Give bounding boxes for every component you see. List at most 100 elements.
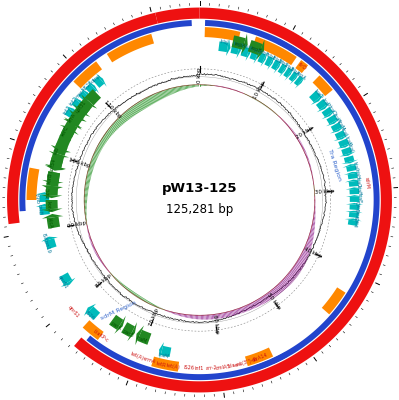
Polygon shape — [288, 71, 298, 82]
Polygon shape — [87, 306, 100, 320]
Text: trbC: trbC — [278, 59, 289, 69]
Polygon shape — [60, 125, 79, 135]
Text: ant(3'')-Ia: ant(3'')-Ia — [234, 356, 259, 368]
Text: trbG: trbG — [249, 46, 262, 55]
Text: int1: int1 — [63, 105, 72, 116]
Polygon shape — [80, 88, 93, 100]
Polygon shape — [345, 218, 362, 221]
Text: traF: traF — [356, 185, 362, 195]
Text: traM: traM — [136, 335, 148, 344]
Text: ssb: ssb — [53, 146, 60, 155]
Text: tetR: tetR — [156, 361, 167, 368]
Polygon shape — [41, 195, 62, 198]
Polygon shape — [41, 237, 58, 242]
Polygon shape — [205, 27, 241, 42]
Text: traG: traG — [355, 176, 361, 188]
Polygon shape — [331, 122, 342, 132]
Polygon shape — [342, 164, 359, 168]
Polygon shape — [257, 52, 266, 63]
Polygon shape — [121, 322, 135, 337]
Text: traC: traC — [356, 208, 362, 218]
Polygon shape — [45, 200, 58, 210]
Polygon shape — [330, 126, 345, 134]
Polygon shape — [63, 119, 82, 130]
Polygon shape — [226, 39, 231, 56]
Text: 70 kbp: 70 kbp — [148, 307, 160, 326]
Polygon shape — [326, 114, 338, 124]
Polygon shape — [241, 46, 250, 57]
Text: traQ: traQ — [314, 88, 325, 100]
Text: Tra Region: Tra Region — [327, 149, 342, 182]
Polygon shape — [326, 118, 341, 126]
Polygon shape — [107, 34, 154, 62]
Polygon shape — [236, 42, 241, 58]
Polygon shape — [87, 81, 99, 93]
Polygon shape — [218, 42, 229, 52]
Polygon shape — [87, 20, 379, 380]
Polygon shape — [273, 59, 282, 74]
Polygon shape — [271, 60, 280, 70]
Polygon shape — [155, 8, 200, 24]
Text: sdrM Region: sdrM Region — [100, 300, 138, 322]
Polygon shape — [335, 130, 346, 140]
Polygon shape — [346, 195, 363, 197]
Polygon shape — [284, 67, 294, 81]
Polygon shape — [61, 278, 75, 287]
Polygon shape — [59, 272, 72, 285]
Text: qnrS1: qnrS1 — [66, 304, 80, 319]
Text: repB: repB — [249, 46, 262, 54]
Text: 125,281 bp: 125,281 bp — [166, 204, 233, 216]
Text: trbD: trbD — [271, 56, 283, 65]
Polygon shape — [85, 89, 101, 106]
Polygon shape — [49, 151, 69, 158]
Text: catB: catB — [37, 203, 43, 215]
Text: xerC: xerC — [60, 125, 70, 138]
Text: tet(A): tet(A) — [130, 352, 145, 362]
Text: qnrS1: qnrS1 — [57, 274, 68, 290]
Polygon shape — [151, 356, 179, 372]
Polygon shape — [81, 94, 97, 109]
Polygon shape — [309, 90, 321, 102]
Polygon shape — [36, 192, 53, 195]
Polygon shape — [96, 74, 107, 87]
Polygon shape — [245, 44, 251, 61]
Text: parA: parA — [110, 321, 122, 331]
Polygon shape — [51, 145, 71, 152]
Polygon shape — [161, 346, 171, 357]
Polygon shape — [322, 107, 333, 117]
Polygon shape — [345, 180, 362, 182]
Polygon shape — [261, 51, 268, 67]
Polygon shape — [316, 99, 328, 110]
Polygon shape — [135, 326, 144, 345]
Text: traB: traB — [355, 216, 361, 228]
Polygon shape — [277, 39, 288, 48]
Text: 60 kbp: 60 kbp — [212, 314, 220, 334]
Polygon shape — [317, 102, 330, 112]
Text: 100 kbp: 100 kbp — [69, 157, 91, 168]
Polygon shape — [350, 204, 359, 210]
Polygon shape — [340, 151, 356, 156]
Text: korA: korA — [46, 201, 51, 212]
Polygon shape — [290, 71, 300, 84]
Text: IS26: IS26 — [83, 79, 95, 90]
Polygon shape — [61, 121, 77, 138]
Polygon shape — [68, 111, 84, 126]
Polygon shape — [74, 8, 392, 392]
Text: trbE: trbE — [265, 52, 277, 62]
Polygon shape — [45, 165, 66, 170]
Polygon shape — [312, 76, 333, 96]
Polygon shape — [349, 212, 359, 218]
Text: traI: traI — [352, 161, 359, 171]
Polygon shape — [350, 197, 359, 202]
Polygon shape — [346, 203, 363, 205]
Polygon shape — [348, 173, 358, 179]
Text: trbB: trbB — [283, 63, 295, 73]
Polygon shape — [253, 48, 260, 64]
Polygon shape — [338, 138, 349, 147]
Polygon shape — [127, 322, 137, 341]
Text: 30 kbp: 30 kbp — [315, 188, 334, 195]
Polygon shape — [253, 36, 297, 65]
Text: erm4: erm4 — [142, 357, 156, 365]
Polygon shape — [295, 60, 308, 73]
Text: dmp: dmp — [90, 72, 102, 84]
